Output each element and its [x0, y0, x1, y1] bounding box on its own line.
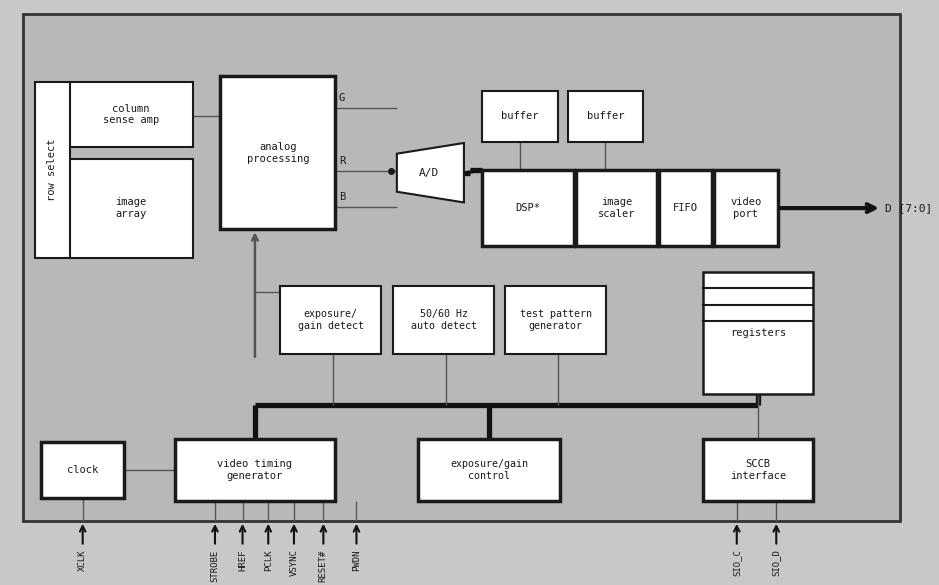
Text: SCCB
interface: SCCB interface [730, 459, 786, 481]
Text: A/D: A/D [419, 168, 439, 178]
Text: HREF: HREF [238, 549, 247, 571]
Text: buffer: buffer [501, 111, 539, 121]
Bar [41, 442, 124, 498]
Text: registers: registers [730, 328, 786, 338]
Text: SIO_D: SIO_D [772, 549, 781, 576]
Bar [393, 286, 494, 354]
Bar [576, 170, 657, 246]
Text: RESET#: RESET# [319, 549, 328, 581]
Bar [69, 82, 192, 147]
Text: STROBE: STROBE [210, 549, 220, 581]
Text: exposure/gain
control: exposure/gain control [450, 459, 529, 481]
Bar [658, 170, 712, 246]
Bar [35, 82, 69, 257]
Bar [714, 170, 778, 246]
Text: video
port: video port [731, 197, 762, 219]
Text: analog
processing: analog processing [247, 142, 309, 164]
Bar [23, 14, 901, 521]
Bar [505, 286, 607, 354]
Bar [483, 91, 558, 142]
Text: image
array: image array [115, 197, 146, 219]
Text: 50/60 Hz
auto detect: 50/60 Hz auto detect [410, 309, 477, 331]
Bar [418, 439, 561, 501]
Text: FIFO: FIFO [673, 203, 698, 213]
Text: DSP*: DSP* [516, 203, 541, 213]
Bar [702, 272, 813, 394]
Text: clock: clock [67, 465, 99, 475]
Bar [69, 159, 192, 257]
Text: VSYNC: VSYNC [289, 549, 299, 576]
Bar [280, 286, 381, 354]
Text: D [7:0]: D [7:0] [885, 203, 931, 213]
Text: column
sense amp: column sense amp [102, 104, 159, 125]
Text: exposure/
gain detect: exposure/ gain detect [298, 309, 363, 331]
Bar [568, 91, 643, 142]
Bar [175, 439, 335, 501]
Text: PWDN: PWDN [352, 549, 361, 571]
Text: B: B [339, 192, 346, 202]
Text: R: R [339, 156, 346, 166]
Bar [702, 439, 813, 501]
Text: image
scaler: image scaler [598, 197, 635, 219]
Text: XCLK: XCLK [78, 549, 87, 571]
Bar [483, 170, 574, 246]
Text: buffer: buffer [587, 111, 624, 121]
Text: video timing
generator: video timing generator [218, 459, 292, 481]
Bar [221, 77, 335, 229]
Text: SIO_C: SIO_C [732, 549, 741, 576]
Text: PCLK: PCLK [264, 549, 272, 571]
Polygon shape [397, 143, 464, 202]
Text: G: G [339, 93, 346, 103]
Text: row select: row select [47, 139, 57, 201]
Text: test pattern
generator: test pattern generator [520, 309, 592, 331]
